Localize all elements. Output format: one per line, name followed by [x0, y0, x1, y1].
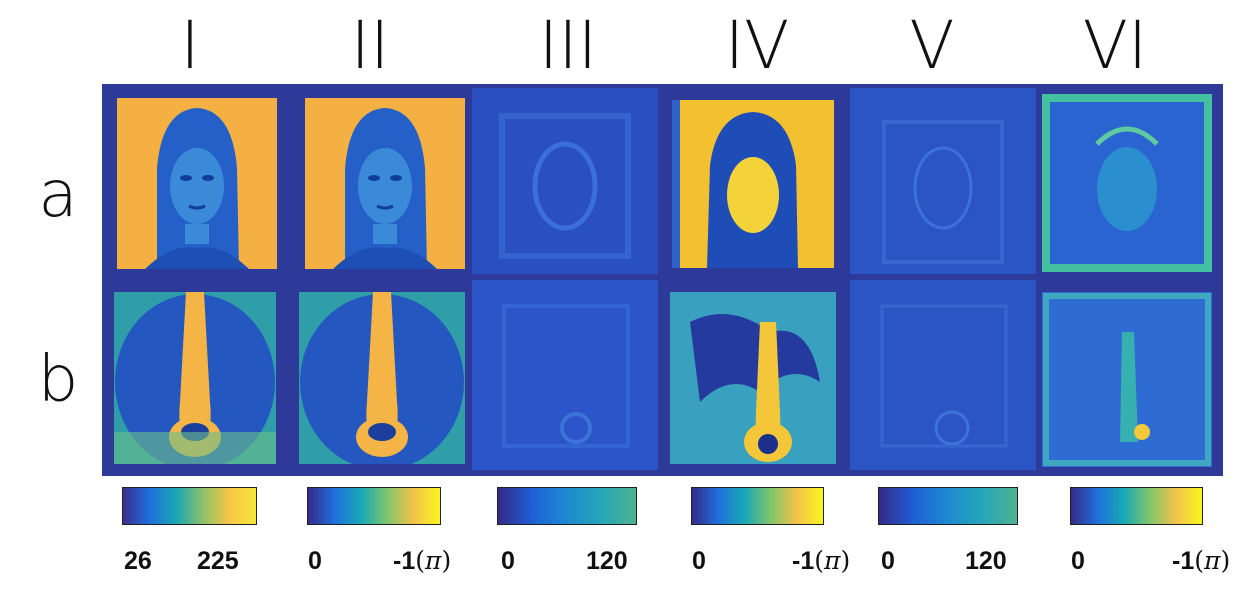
- dog-reconstruction-amplitude-2: [880, 304, 1008, 448]
- face-reconstruction-amplitude-2: [882, 120, 1004, 264]
- column-label-IV: IV: [724, 7, 790, 84]
- colorbar-IV-max: -1(π): [792, 546, 851, 575]
- panel-b-I: [114, 292, 276, 470]
- column-label-II: II: [350, 7, 390, 84]
- panel-b-III: [472, 280, 658, 470]
- row-label-b: b: [37, 343, 79, 417]
- panel-b-II: [299, 292, 465, 470]
- column-label-VI: VI: [1082, 7, 1148, 84]
- panel-b-V: [850, 280, 1036, 470]
- panel-b-IV: [670, 292, 836, 464]
- panel-a-IV: [672, 100, 834, 268]
- colorbar-II: [307, 487, 441, 525]
- colorbar-I-min: 26: [124, 547, 152, 575]
- colorbar-IV: [691, 487, 824, 525]
- face-phase-image: [305, 98, 465, 269]
- colorbar-V-max: 120: [965, 547, 1007, 575]
- face-reconstruction-phase: [672, 100, 798, 268]
- colorbar-I-max: 225: [197, 547, 239, 575]
- colorbar-VI-max: -1(π): [1172, 546, 1231, 575]
- colorbar-VI-max-value: -1: [1172, 547, 1195, 575]
- colorbar-V: [878, 487, 1018, 525]
- colorbar-VI: [1070, 487, 1203, 525]
- colorbar-V-min: 0: [881, 547, 895, 575]
- face-reconstruction-amplitude: [499, 113, 631, 259]
- image-grid: [102, 84, 1223, 476]
- column-label-V: V: [909, 7, 955, 84]
- panel-a-VI: [1042, 94, 1212, 272]
- dog-reconstruction-phase-2: [1043, 293, 1211, 466]
- colorbar-II-max: -1(π): [393, 546, 452, 575]
- colorbar-II-unit: π: [425, 546, 442, 575]
- colorbar-IV-unit: π: [824, 546, 841, 575]
- colorbar-III: [497, 487, 637, 525]
- dog-phase-image: [299, 292, 465, 470]
- colorbar-II-min: 0: [308, 547, 322, 575]
- face-image: [117, 98, 277, 269]
- colorbar-II-max-value: -1: [393, 547, 416, 575]
- column-label-I: I: [180, 7, 200, 84]
- colorbar-III-min: 0: [501, 547, 515, 575]
- colorbar-VI-min: 0: [1071, 547, 1085, 575]
- panel-b-VI: [1042, 292, 1212, 467]
- colorbar-IV-min: 0: [692, 547, 706, 575]
- dog-reconstruction-phase: [670, 292, 836, 464]
- dog-image: [114, 292, 276, 470]
- row-label-a: a: [38, 158, 78, 232]
- dog-reconstruction-amplitude: [502, 304, 630, 448]
- face-reconstruction-phase-2: [1042, 94, 1212, 272]
- colorbar-IV-max-value: -1: [792, 547, 815, 575]
- colorbar-I: [122, 487, 257, 525]
- colorbar-VI-unit: π: [1204, 546, 1221, 575]
- panel-a-V: [850, 88, 1036, 274]
- panel-a-II: [305, 98, 465, 269]
- panel-a-I: [117, 98, 277, 269]
- colorbar-III-max: 120: [586, 547, 628, 575]
- column-label-III: III: [538, 7, 598, 84]
- panel-a-III: [472, 88, 658, 274]
